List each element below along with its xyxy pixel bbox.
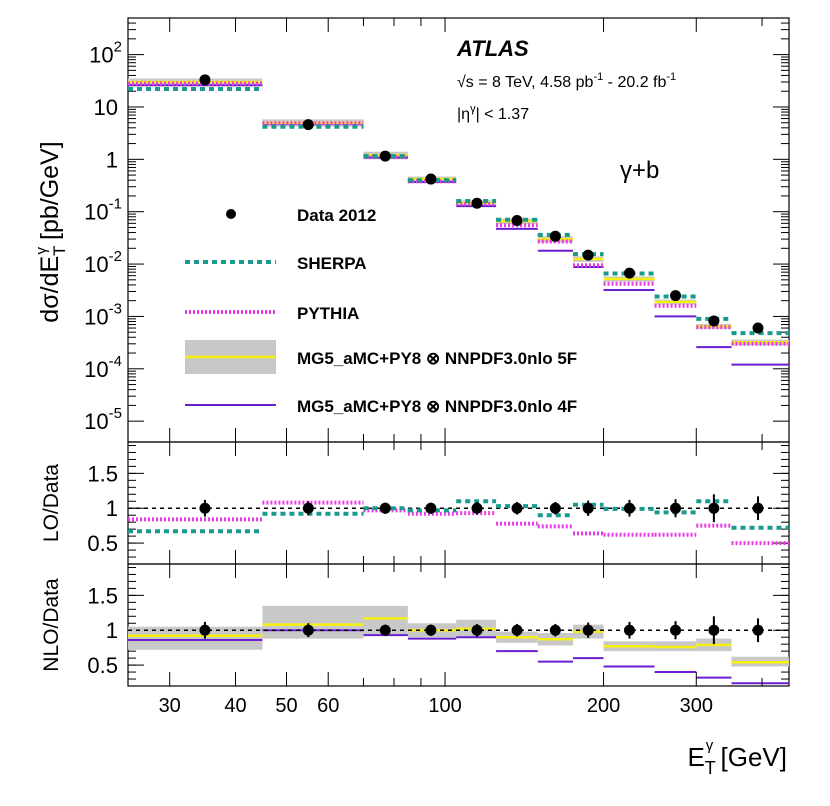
nlo-data-point [511, 624, 523, 636]
nlo-mg5-5f-band [128, 626, 263, 650]
lo-data-point [379, 502, 391, 514]
y-tick-label: 10-4 [84, 353, 122, 382]
nlo-data-point [708, 624, 720, 636]
y-tick-label: 10-3 [84, 300, 122, 329]
x-tick-label: 200 [587, 695, 620, 717]
lo-data-point [708, 502, 720, 514]
lo-y-tick-label: 1.5 [87, 461, 118, 486]
nlo-data-point [549, 624, 561, 636]
y-tick-label: 10-1 [84, 196, 122, 225]
legend: Data 2012 SHERPA PYTHIA MG5_aMC+PY8 ⊗ NN… [185, 206, 577, 416]
legend-label-mg5-5f: MG5_aMC+PY8 ⊗ NNPDF3.0nlo 5F [297, 349, 577, 368]
eta-cut-label: |ηγ| < 1.37 [457, 103, 529, 123]
data-point [199, 74, 211, 86]
data-point [752, 322, 764, 334]
legend-data-marker [226, 209, 236, 219]
x-tick-label: 30 [159, 695, 181, 717]
lo-data-point [549, 502, 561, 514]
top-y-axis-title: dσ/dETγ [pb/GeV] [33, 141, 69, 322]
y-tick-label: 10 [94, 95, 118, 120]
data-point [425, 173, 437, 185]
nlo-y-tick-label: 0.5 [87, 653, 118, 678]
energy-lumi-label: √s = 8 TeV, 4.58 pb-1 - 20.2 fb-1 [457, 71, 676, 91]
nlo-y-axis-title: NLO/Data [40, 578, 63, 672]
lo-data-point [511, 502, 523, 514]
lo-y-tick-label: 1 [106, 496, 118, 521]
lo-y-tick-label: 0.5 [87, 531, 118, 556]
x-tick-label: 100 [428, 695, 461, 717]
legend-label-data: Data 2012 [297, 206, 376, 225]
data-point [379, 150, 391, 162]
nlo-data-point [471, 624, 483, 636]
nlo-data-point [199, 624, 211, 636]
nlo-data-point [379, 624, 391, 636]
lo-data-point [302, 502, 314, 514]
nlo-panel-frame [127, 563, 790, 687]
y-tick-label: 10-2 [84, 248, 122, 277]
data-point [623, 267, 635, 279]
top-panel: 102 10 1 10-1 10-2 10-3 10-4 10-5 [84, 22, 789, 434]
data-point [471, 197, 483, 209]
nlo-data-point [752, 624, 764, 636]
x-axis-title: ETγ [GeV] [687, 737, 787, 778]
nlo-panel: 0.5 1 1.5 [87, 566, 789, 685]
lo-data-point [623, 502, 635, 514]
data-point [582, 249, 594, 261]
channel-label: γ+b [620, 157, 659, 184]
legend-label-sherpa: SHERPA [297, 254, 367, 273]
lo-data-point [752, 502, 764, 514]
nlo-y-tick-label: 1 [106, 618, 118, 643]
atlas-label: ATLAS [456, 36, 529, 61]
nlo-mg5-5f-band [262, 605, 364, 639]
nlo-data-point [670, 624, 682, 636]
data-point [302, 119, 314, 131]
nlo-data-point [425, 624, 437, 636]
lo-data-point [199, 502, 211, 514]
legend-label-mg5-4f: MG5_aMC+PY8 ⊗ NNPDF3.0nlo 4F [297, 397, 577, 416]
y-tick-label: 1 [106, 147, 118, 172]
lo-data-point [471, 502, 483, 514]
lo-data-point [582, 502, 594, 514]
data-point [670, 290, 682, 302]
nlo-data-point [623, 624, 635, 636]
y-tick-label: 102 [89, 39, 122, 68]
nlo-y-tick-label: 1.5 [87, 583, 118, 608]
x-tick-label: 50 [275, 695, 297, 717]
x-tick-label: 60 [317, 695, 339, 717]
data-point [511, 214, 523, 226]
x-axis: 30 40 50 60 100 200 300 [159, 18, 763, 717]
nlo-data-point [302, 624, 314, 636]
nlo-data-point [582, 624, 594, 636]
lo-data-point [425, 502, 437, 514]
data-point [549, 230, 561, 242]
x-tick-label: 300 [680, 695, 713, 717]
legend-label-pythia: PYTHIA [297, 304, 359, 323]
lo-data-point [670, 502, 682, 514]
lo-panel: 0.5 1 1.5 [87, 444, 789, 558]
x-tick-label: 40 [224, 695, 246, 717]
y-tick-label: 10-5 [84, 405, 122, 434]
lo-y-axis-title: LO/Data [40, 464, 63, 543]
data-point [708, 315, 720, 327]
